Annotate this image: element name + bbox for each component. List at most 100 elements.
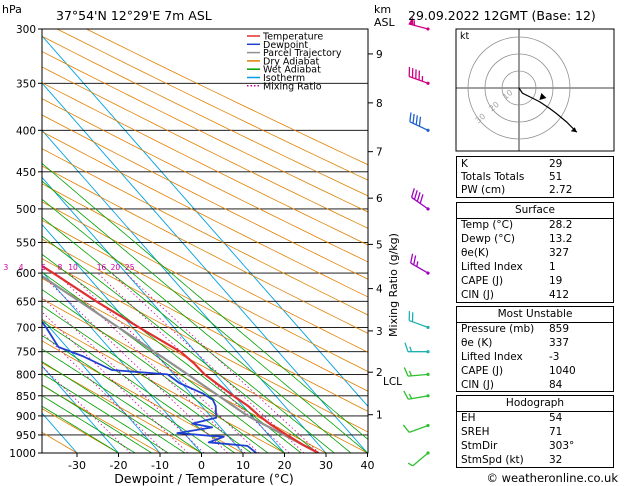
- hodo-row: SREH 71: [461, 426, 563, 438]
- mixing-ratio-label: 6: [41, 263, 46, 272]
- mixing-ratio-line: [111, 272, 305, 453]
- legend-label: Dewpoint: [263, 40, 308, 51]
- wind-barb: [407, 451, 430, 467]
- wet-adiabat-line: [42, 289, 269, 453]
- temp-tick-label: 10: [236, 459, 250, 472]
- plot-frame: [41, 28, 369, 454]
- isotherm-line: [42, 271, 202, 453]
- mixing-ratio-line: [125, 272, 320, 453]
- temp-tick-label: -20: [110, 459, 128, 472]
- km-tick-label: 4: [376, 284, 383, 296]
- surface-row: Dewp (°C) 13.2: [461, 233, 573, 245]
- dry-adiabat-line: [42, 238, 368, 412]
- legend-label: Dry Adiabat: [263, 56, 320, 67]
- hodo-row: EH 54: [461, 412, 563, 424]
- copyright-text: © weatheronline.co.uk: [486, 471, 618, 485]
- mixing-ratio-line: [42, 332, 167, 453]
- mixing-ratio-label: 3: [4, 263, 9, 272]
- wet-adiabat-line: [42, 395, 136, 453]
- wind-barb: [403, 390, 430, 400]
- most-unstable-title: Most Unstable: [497, 308, 573, 320]
- mixing-ratio-line: [42, 274, 228, 453]
- mu-row: CAPE (J) 1040: [461, 365, 576, 377]
- temp-tick-label: -30: [68, 459, 86, 472]
- pressure-tick-label: 400: [16, 125, 36, 137]
- hpa-label: hPa: [2, 3, 22, 16]
- isotherm-line: [42, 35, 368, 408]
- wet-adiabat-line: [42, 348, 202, 453]
- datetime-title: 29.09.2022 12GMT (Base: 12): [408, 8, 596, 23]
- pressure-tick-label: 500: [16, 204, 36, 216]
- mu-row: CIN (J) 84: [461, 379, 563, 391]
- km-tick-label: 7: [376, 147, 383, 159]
- pressure-tick-label: 350: [16, 78, 36, 90]
- mu-row: Lifted Index -3: [461, 351, 560, 363]
- wet-adiabat-line: [42, 217, 335, 453]
- surface-title: Surface: [514, 204, 555, 216]
- wind-barb: [408, 16, 430, 31]
- pressure-tick-label: 450: [16, 167, 36, 179]
- hodograph-title: Hodograph: [505, 397, 565, 409]
- pressure-tick-label: 900: [16, 411, 36, 423]
- mixing-ratio-axis-label: Mixing Ratio (g/kg): [387, 233, 400, 337]
- wet-adiabat-line: [42, 373, 169, 453]
- mu-row: θe (K) 337: [461, 337, 570, 349]
- wet-adiabat-line: [42, 320, 235, 453]
- mixing-ratio-label: 4: [19, 263, 24, 272]
- dry-adiabat-line: [56, 29, 368, 181]
- dry-adiabat-line: [86, 29, 368, 166]
- hodograph-frame: [455, 28, 615, 152]
- dry-adiabat-line: [42, 258, 368, 433]
- dry-adiabat-line: [42, 183, 368, 353]
- asl-label: ASL: [374, 16, 396, 29]
- dry-adiabat-line: [42, 114, 368, 280]
- wet-adiabat-line: [42, 361, 186, 453]
- pressure-tick-label: 550: [16, 238, 36, 250]
- dry-adiabat-line: [42, 51, 368, 213]
- surface-row: CIN (J) 412: [461, 289, 570, 301]
- isotherm-line: [42, 176, 285, 453]
- surface-row: CAPE (J) 19: [461, 275, 563, 287]
- mixing-ratio-label: 8: [58, 263, 63, 272]
- isotherm-line: [42, 129, 327, 453]
- temp-tick-label: 30: [319, 459, 333, 472]
- wet-adiabat-line: [42, 235, 318, 453]
- isotherm-line: [42, 318, 161, 453]
- wind-barb: [410, 188, 430, 211]
- dry-adiabat-line: [42, 98, 368, 263]
- km-tick-label: 6: [376, 193, 383, 205]
- pressure-tick-label: 950: [16, 430, 36, 442]
- dry-adiabat-line: [42, 82, 368, 246]
- temperature-profile: [42, 264, 320, 453]
- dry-adiabat-line: [42, 298, 327, 453]
- dry-adiabat-line: [42, 66, 368, 229]
- hodograph-ring: [501, 70, 537, 106]
- mixing-ratio-line: [97, 272, 290, 453]
- hodo-row: StmSpd (kt) 32: [461, 454, 563, 466]
- isotherm-line: [42, 223, 244, 453]
- mixing-ratio-label: 10: [68, 263, 78, 272]
- wet-adiabat-line: [42, 384, 152, 453]
- wind-barb: [402, 423, 430, 433]
- km-tick-label: 3: [376, 326, 383, 338]
- dry-adiabat-line: [42, 35, 368, 197]
- mixing-ratio-label: 25: [125, 263, 135, 272]
- legend-label: Temperature: [262, 32, 323, 43]
- dry-adiabat-line: [42, 148, 368, 316]
- surface-row: Lifted Index 1: [461, 261, 556, 273]
- km-tick-label: 1: [376, 410, 383, 422]
- mixing-ratio-label: 20: [111, 263, 121, 272]
- mixing-ratio-line: [42, 365, 131, 453]
- legend-label: Mixing Ratio: [263, 81, 322, 92]
- legend-label: Parcel Trajectory: [263, 48, 342, 59]
- mixing-ratio-line: [42, 311, 189, 453]
- legend-label: Wet Adiabat: [263, 65, 321, 76]
- dry-adiabat-line: [42, 277, 368, 453]
- dry-adiabat-line: [42, 384, 161, 453]
- km-tick-label: 9: [376, 49, 383, 61]
- isotherm-line: [42, 82, 368, 453]
- hodograph-ring: [467, 36, 571, 140]
- storm-motion-marker: [539, 93, 547, 100]
- indices-top-panel: K 29 Totals Totals 51 PW (cm) 2.72: [456, 156, 614, 198]
